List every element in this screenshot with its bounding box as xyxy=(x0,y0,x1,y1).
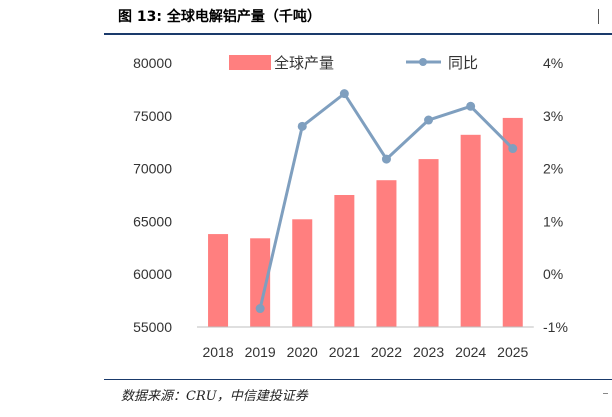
footer-rule xyxy=(104,379,612,380)
yoy-point xyxy=(424,115,434,125)
bar xyxy=(208,234,229,327)
header-rule xyxy=(104,33,612,35)
bar xyxy=(334,195,355,327)
left-axis-tick-label: 55000 xyxy=(133,319,172,335)
chart-title: 图 13: 全球电解铝产量（千吨） xyxy=(118,9,321,25)
line-series xyxy=(255,89,518,314)
right-axis-tick-label: 0% xyxy=(543,266,563,282)
x-axis-tick-label: 2025 xyxy=(497,344,528,360)
bar xyxy=(502,117,523,327)
right-axis-tick-label: 1% xyxy=(543,213,563,229)
bar xyxy=(418,159,439,327)
x-axis-tick-label: 2023 xyxy=(413,344,444,360)
yoy-point xyxy=(297,121,307,131)
bar xyxy=(292,219,313,327)
right-axis-tick-label: 4% xyxy=(543,55,563,71)
edge-mark xyxy=(603,393,608,394)
bar-series xyxy=(208,117,523,327)
x-axis-tick-label: 2021 xyxy=(329,344,360,360)
header-edge-mark xyxy=(598,9,599,24)
right-axis-tick-label: -1% xyxy=(543,319,568,335)
legend: 全球产量 同比 xyxy=(229,54,478,72)
left-axis-tick-label: 75000 xyxy=(133,108,172,124)
x-axis-tick-label: 2018 xyxy=(202,344,233,360)
yoy-point xyxy=(508,144,518,154)
source-note: 数据来源：CRU，中信建投证券 xyxy=(121,389,308,404)
x-axis-tick-label: 2022 xyxy=(371,344,402,360)
yoy-point xyxy=(255,304,265,314)
right-axis-tick-label: 3% xyxy=(543,108,563,124)
legend-line-marker xyxy=(419,58,427,66)
x-axis-tick-label: 2020 xyxy=(287,344,318,360)
left-axis-tick-label: 70000 xyxy=(133,161,172,177)
x-axis-tick-label: 2019 xyxy=(245,344,276,360)
legend-bar-label: 全球产量 xyxy=(274,54,334,72)
right-axis: -1% 0% 1% 2% 3% 4% xyxy=(543,55,568,335)
legend-bar-swatch xyxy=(229,55,271,70)
bar xyxy=(460,134,481,327)
left-axis-tick-label: 80000 xyxy=(133,55,172,71)
yoy-point xyxy=(339,89,349,99)
bar xyxy=(376,180,397,327)
yoy-point xyxy=(466,101,476,111)
legend-line-label: 同比 xyxy=(448,54,478,72)
yoy-point xyxy=(381,154,391,164)
left-axis: 55000 60000 65000 70000 75000 80000 xyxy=(133,55,172,335)
x-axis-tick-label: 2024 xyxy=(455,344,486,360)
left-axis-tick-label: 60000 xyxy=(133,266,172,282)
right-axis-tick-label: 2% xyxy=(543,161,563,177)
bar xyxy=(250,238,271,327)
x-axis: 2018 2019 2020 2021 2022 2023 2024 2025 xyxy=(197,326,534,360)
left-axis-tick-label: 65000 xyxy=(133,213,172,229)
